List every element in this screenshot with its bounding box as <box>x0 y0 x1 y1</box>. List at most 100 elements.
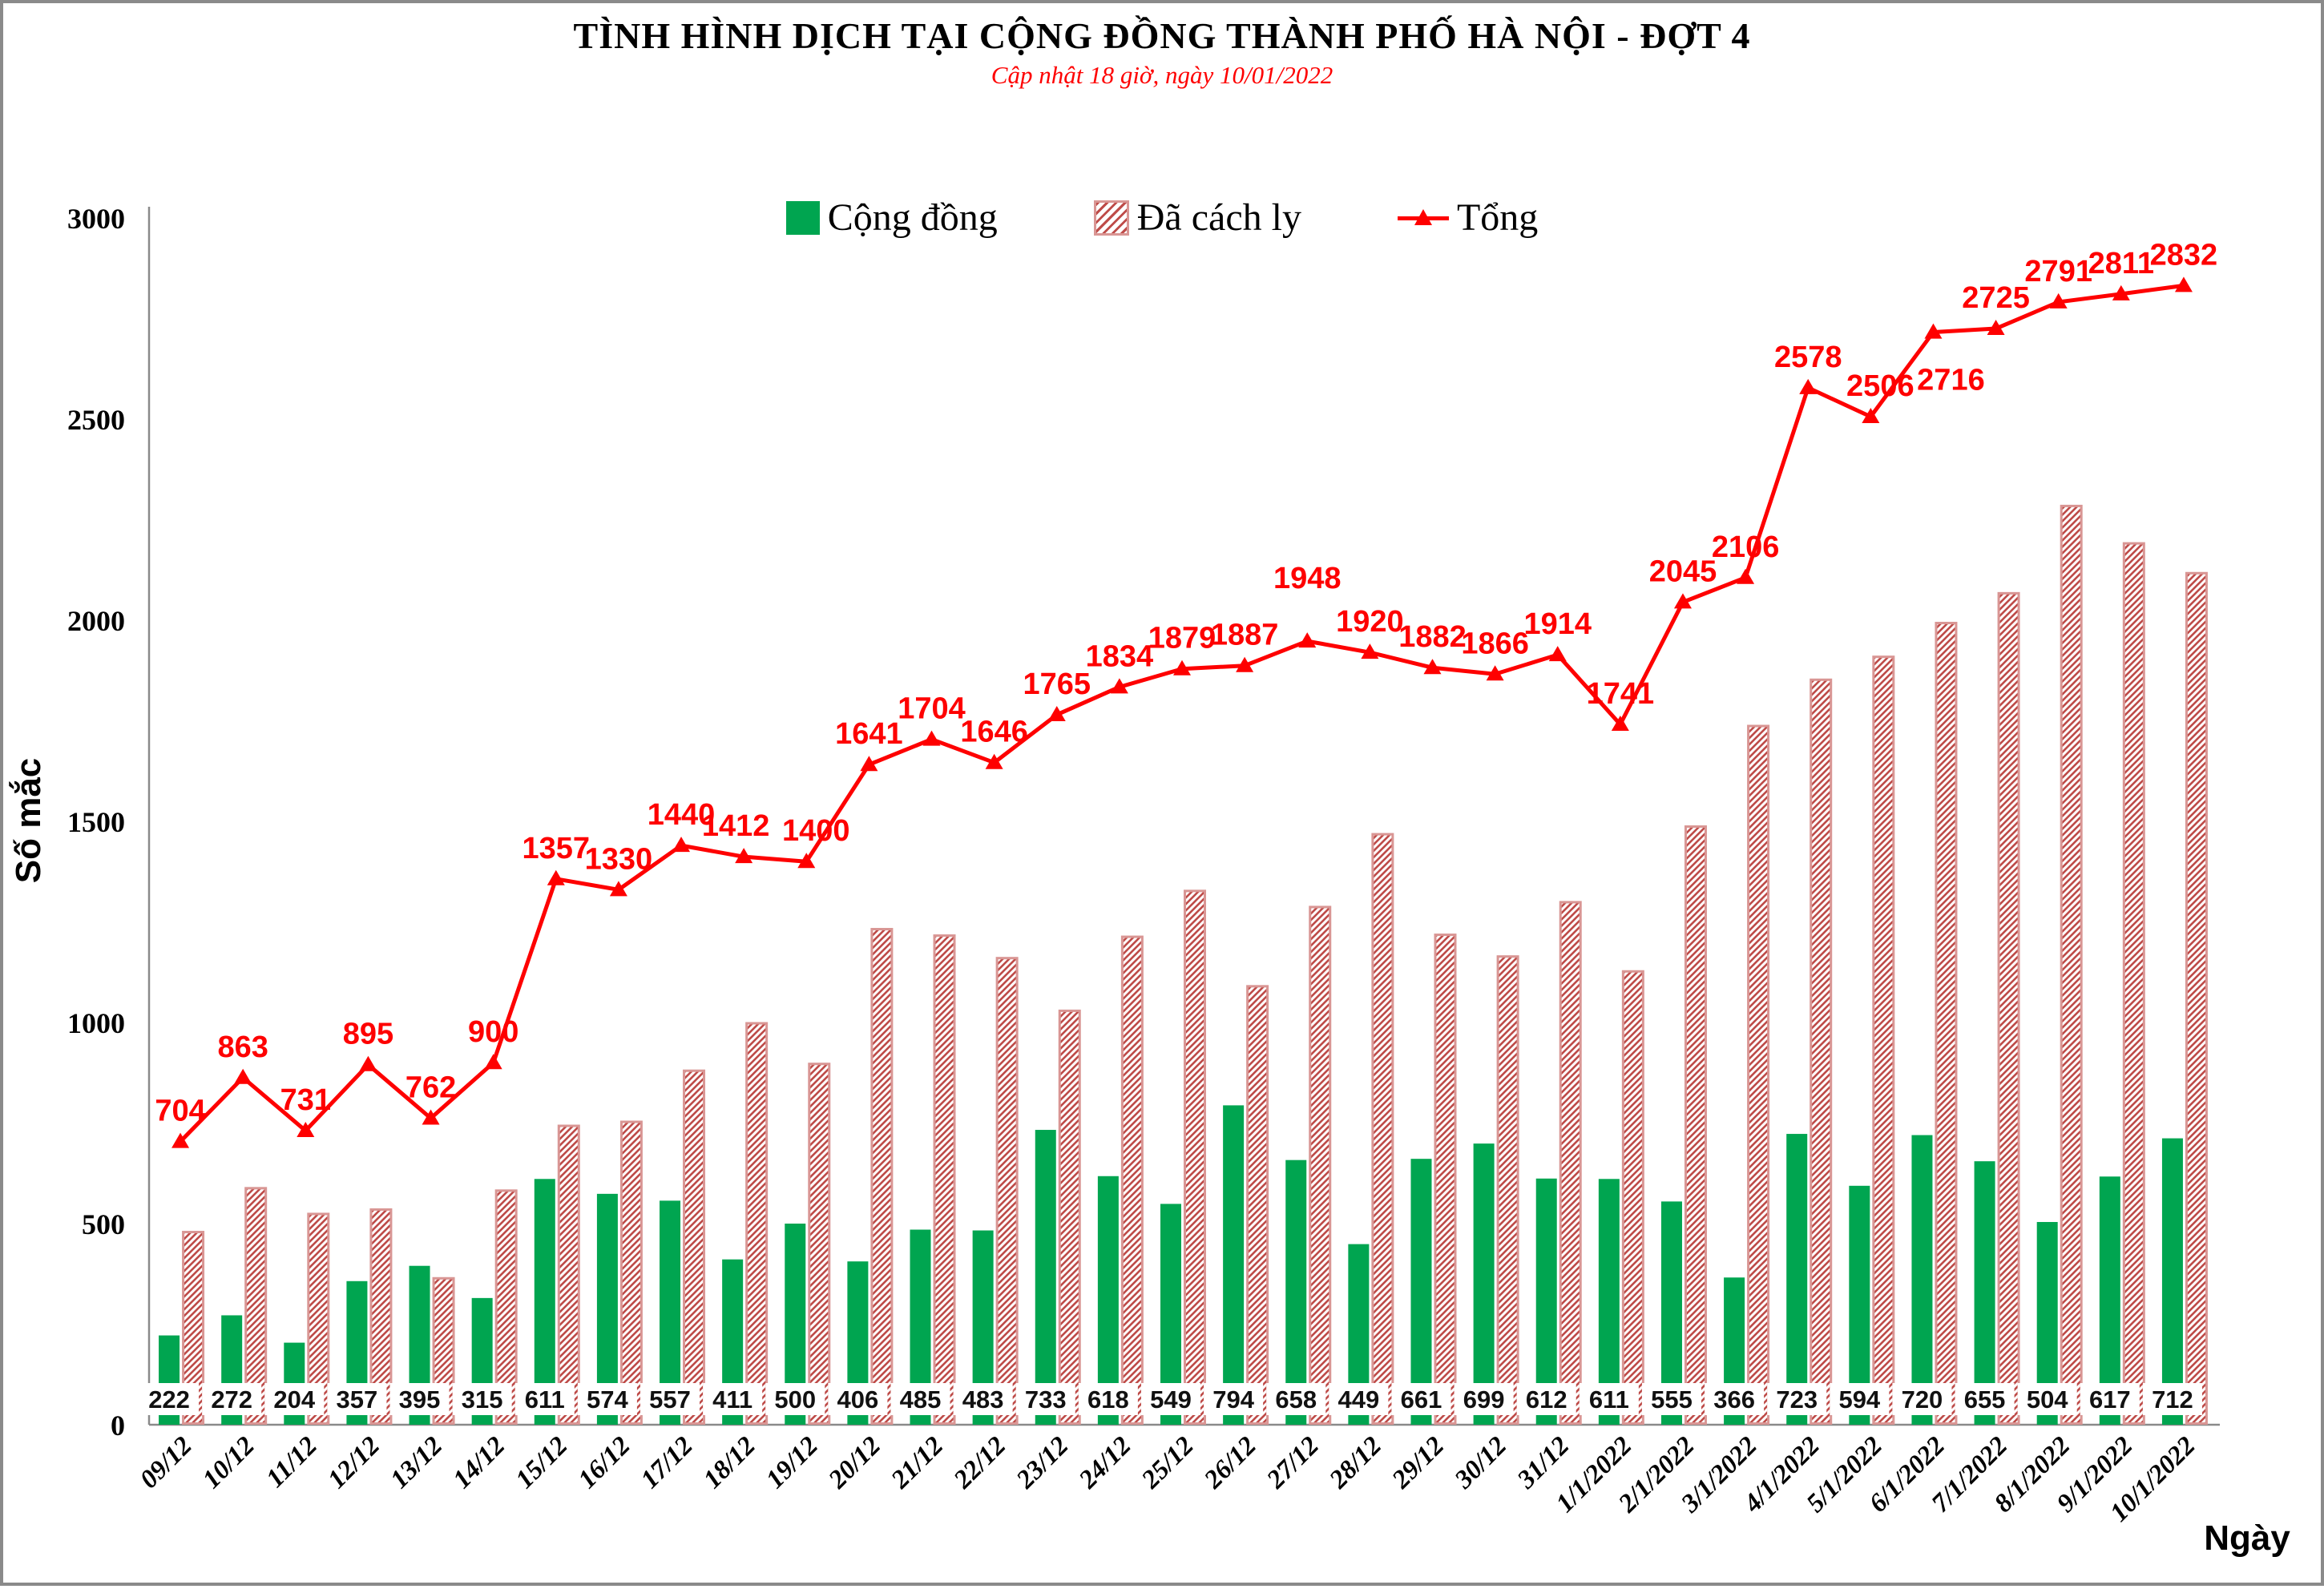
value-label-box <box>640 1383 700 1415</box>
community-value-label: 555 <box>1651 1385 1693 1414</box>
quarantined-bar <box>1935 622 1958 1425</box>
x-tick-label: 10/12 <box>197 1431 260 1494</box>
community-value-label: 449 <box>1338 1385 1379 1414</box>
community-bar <box>1285 1159 1307 1425</box>
value-label-box <box>1767 1383 1827 1415</box>
total-value-label: 1440 <box>648 798 716 832</box>
community-value-label: 411 <box>712 1385 752 1414</box>
x-tick-label: 18/12 <box>698 1431 761 1494</box>
total-marker-triangle <box>297 1122 315 1138</box>
quarantined-bar <box>1810 678 1833 1425</box>
value-label-box <box>765 1383 825 1415</box>
legend-item-quarantined: Đã cách ly <box>1093 199 1301 237</box>
total-value-label: 895 <box>343 1018 393 1051</box>
value-label-box <box>1454 1383 1514 1415</box>
total-marker-triangle <box>1236 656 1254 672</box>
community-value-label: 574 <box>587 1385 628 1414</box>
x-tick-label: 27/12 <box>1261 1431 1325 1494</box>
y-axis-title: Số mắc <box>8 758 48 884</box>
x-tick-label: 22/12 <box>948 1431 1011 1494</box>
quarantined-bar <box>2060 504 2083 1425</box>
total-value-label: 704 <box>155 1095 205 1128</box>
x-tick-label: 19/12 <box>761 1431 824 1494</box>
value-label-box <box>139 1383 200 1415</box>
value-label-box <box>202 1383 262 1415</box>
total-marker-triangle <box>1047 705 1066 721</box>
total-value-label: 2106 <box>1712 530 1780 564</box>
total-value-label: 1741 <box>1587 677 1655 711</box>
total-marker-triangle <box>922 730 941 746</box>
value-label-box <box>1204 1383 1264 1415</box>
community-bar <box>1035 1130 1056 1425</box>
quarantined-bar <box>1246 985 1269 1425</box>
value-label-box <box>1955 1383 2015 1415</box>
quarantined-bar <box>2122 542 2145 1425</box>
x-tick-label: 16/12 <box>573 1431 636 1494</box>
value-label-box <box>577 1383 637 1415</box>
total-value-label: 1914 <box>1523 607 1592 641</box>
quarantined-bar <box>1058 1009 1081 1426</box>
total-marker-triangle <box>2174 276 2193 292</box>
total-value-label: 1866 <box>1461 627 1529 660</box>
x-axis-title: Ngày <box>2204 1518 2290 1558</box>
x-tick-label: 28/12 <box>1324 1431 1387 1494</box>
quarantined-bar <box>1997 591 2020 1425</box>
community-value-label: 557 <box>649 1385 691 1414</box>
total-marker-triangle <box>735 848 753 864</box>
total-marker-triangle <box>1548 646 1567 662</box>
quarantined-bar <box>870 928 894 1425</box>
total-marker-triangle <box>672 837 691 853</box>
total-value-label: 1400 <box>782 814 850 848</box>
total-value-label: 762 <box>405 1071 456 1104</box>
quarantined-bar <box>1184 889 1206 1425</box>
quarantined-bar <box>2185 571 2208 1425</box>
community-value-label: 204 <box>273 1385 315 1414</box>
legend-label-total: Tổng <box>1456 196 1539 239</box>
chart-canvas: 0 500 1000 1500 2000 2500 3000 704 863 731 895 762 9… <box>8 203 2290 1558</box>
community-value-label: 366 <box>1713 1385 1755 1414</box>
total-value-label: 2832 <box>2150 238 2218 272</box>
hatched-square-icon <box>1093 200 1129 236</box>
total-marker-triangle <box>1173 659 1191 676</box>
value-label-box <box>1266 1383 1326 1415</box>
y-tick-label: 500 <box>82 1208 125 1240</box>
value-label-box <box>1705 1383 1765 1415</box>
x-tick-label: 25/12 <box>1136 1431 1199 1494</box>
total-value-label: 1704 <box>898 692 966 726</box>
value-label-box <box>1329 1383 1389 1415</box>
community-value-label: 618 <box>1087 1385 1129 1414</box>
total-value-label: 900 <box>468 1015 518 1049</box>
community-bar <box>1974 1161 1995 1425</box>
x-tick-label: 29/12 <box>1386 1431 1450 1494</box>
y-tick-label: 3000 <box>67 203 125 235</box>
community-value-label: 611 <box>525 1385 565 1414</box>
community-value-label: 699 <box>1463 1385 1505 1414</box>
quarantined-bar <box>1684 825 1707 1425</box>
community-value-label: 357 <box>337 1385 378 1414</box>
total-marker-triangle <box>234 1068 252 1084</box>
value-label-box <box>1141 1383 1200 1415</box>
total-value-label: 2725 <box>1962 281 2030 315</box>
total-value-label: 1765 <box>1023 667 1091 701</box>
total-marker-triangle <box>1924 323 1943 339</box>
community-value-label: 222 <box>148 1385 190 1414</box>
total-marker-triangle <box>1110 678 1128 694</box>
community-value-label: 485 <box>900 1385 942 1414</box>
value-label-box <box>2017 1383 2077 1415</box>
community-value-label: 661 <box>1401 1385 1442 1414</box>
x-tick-label: 21/12 <box>886 1431 949 1494</box>
quarantined-bar <box>1371 833 1394 1425</box>
total-marker-triangle <box>860 756 878 772</box>
y-tick-label: 2500 <box>67 404 125 436</box>
community-value-label: 395 <box>399 1385 441 1414</box>
quarantined-bar <box>1747 724 1770 1425</box>
line-triangle-icon <box>1397 208 1449 228</box>
community-value-label: 723 <box>1776 1385 1818 1414</box>
total-value-label: 1879 <box>1148 622 1216 655</box>
value-label-box <box>389 1383 450 1415</box>
total-value-label: 1357 <box>522 832 591 865</box>
value-label-box <box>953 1383 1013 1415</box>
total-value-label: 1882 <box>1398 620 1467 654</box>
quarantined-bar <box>1872 655 1895 1425</box>
